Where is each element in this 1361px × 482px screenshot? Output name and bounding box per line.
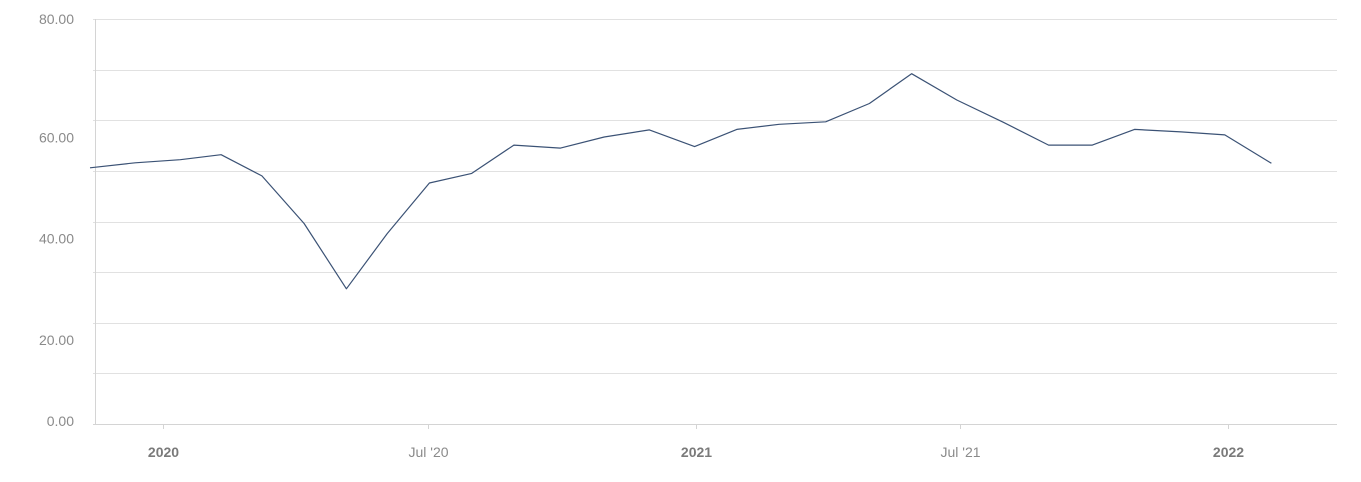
x-tick-label: Jul '20 [408, 444, 448, 460]
y-tick-label: 40.00 [39, 231, 74, 247]
x-tick-label: 2022 [1213, 444, 1244, 460]
series-layer [89, 73, 1272, 290]
y-tick-label: 0.00 [47, 413, 74, 429]
series-line [89, 73, 1272, 290]
y-tick-label: 80.00 [39, 11, 74, 27]
x-tick-label: Jul '21 [940, 444, 980, 460]
y-tick-label: 20.00 [39, 332, 74, 348]
x-tick-label: 2020 [148, 444, 179, 460]
y-axis: 0.00 20.00 40.00 60.00 80.00 [39, 11, 74, 429]
y-tick-label: 60.00 [39, 129, 74, 145]
x-axis: 2020 Jul '20 2021 Jul '21 2022 [148, 424, 1244, 460]
x-tick-label: 2021 [681, 444, 712, 460]
gridlines [93, 19, 1337, 425]
